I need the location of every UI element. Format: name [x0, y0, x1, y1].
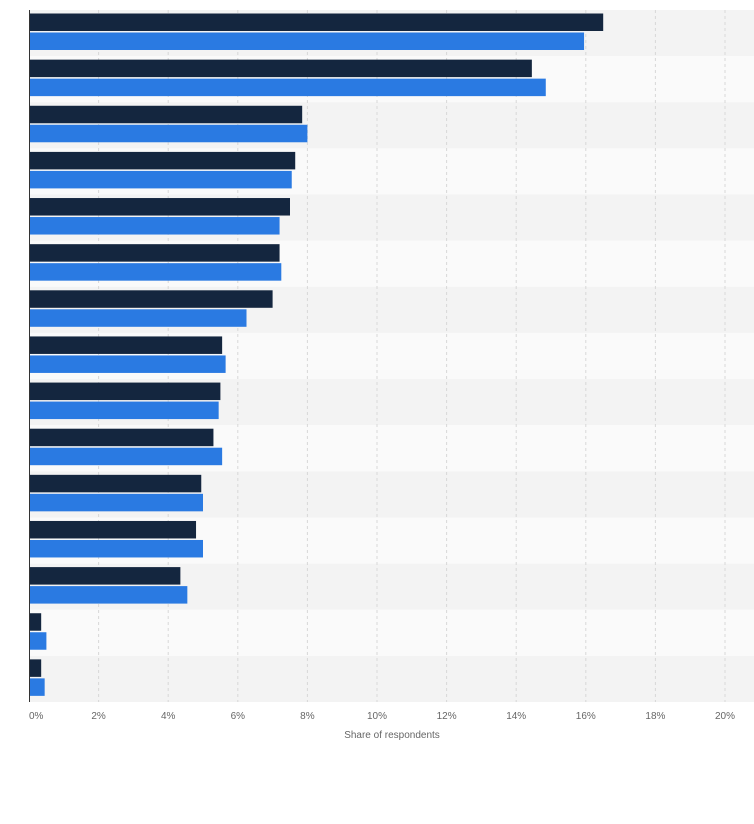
bar-series-1 — [29, 290, 273, 308]
bar-series-2 — [29, 447, 223, 466]
x-axis-title: Share of respondents — [344, 730, 440, 741]
bar-series-2 — [29, 263, 282, 281]
bar-series-1 — [29, 382, 221, 401]
bar-series-1 — [29, 567, 181, 585]
x-tick-label: 14% — [506, 711, 526, 722]
x-tick-label: 4% — [161, 711, 176, 722]
x-tick-label: 10% — [367, 711, 387, 722]
bar-series-1 — [29, 244, 280, 262]
bar-series-2 — [29, 632, 47, 650]
bar-series-1 — [29, 105, 303, 124]
bar-series-2 — [29, 678, 45, 696]
bar-series-2 — [29, 124, 308, 143]
bar-series-2 — [29, 78, 546, 97]
bar-series-1 — [29, 613, 42, 631]
x-tick-label: 18% — [645, 711, 665, 722]
bar-series-1 — [29, 59, 532, 78]
x-tick-label: 2% — [91, 711, 106, 722]
x-tick-label: 8% — [300, 711, 315, 722]
bar-series-2 — [29, 493, 203, 512]
bar-series-2 — [29, 32, 585, 50]
x-tick-label: 12% — [437, 711, 457, 722]
bar-series-2 — [29, 217, 280, 235]
bar-series-1 — [29, 659, 42, 677]
bar-series-1 — [29, 13, 604, 31]
row-band — [29, 655, 754, 702]
bar-series-1 — [29, 198, 290, 216]
bar-series-2 — [29, 586, 188, 604]
bar-series-2 — [29, 170, 292, 189]
bar-series-2 — [29, 539, 203, 558]
bar-series-2 — [29, 401, 219, 420]
bar-series-1 — [29, 336, 223, 354]
x-tick-label: 16% — [576, 711, 596, 722]
bar-series-1 — [29, 428, 214, 447]
bar-series-2 — [29, 355, 226, 373]
bar-series-2 — [29, 309, 247, 327]
bar-series-1 — [29, 474, 202, 493]
x-tick-label: 6% — [231, 711, 246, 722]
x-tick-label: 20% — [715, 711, 735, 722]
x-tick-label: 0% — [29, 711, 44, 722]
bar-series-1 — [29, 151, 296, 170]
bar-series-1 — [29, 520, 197, 539]
row-band — [29, 609, 754, 656]
